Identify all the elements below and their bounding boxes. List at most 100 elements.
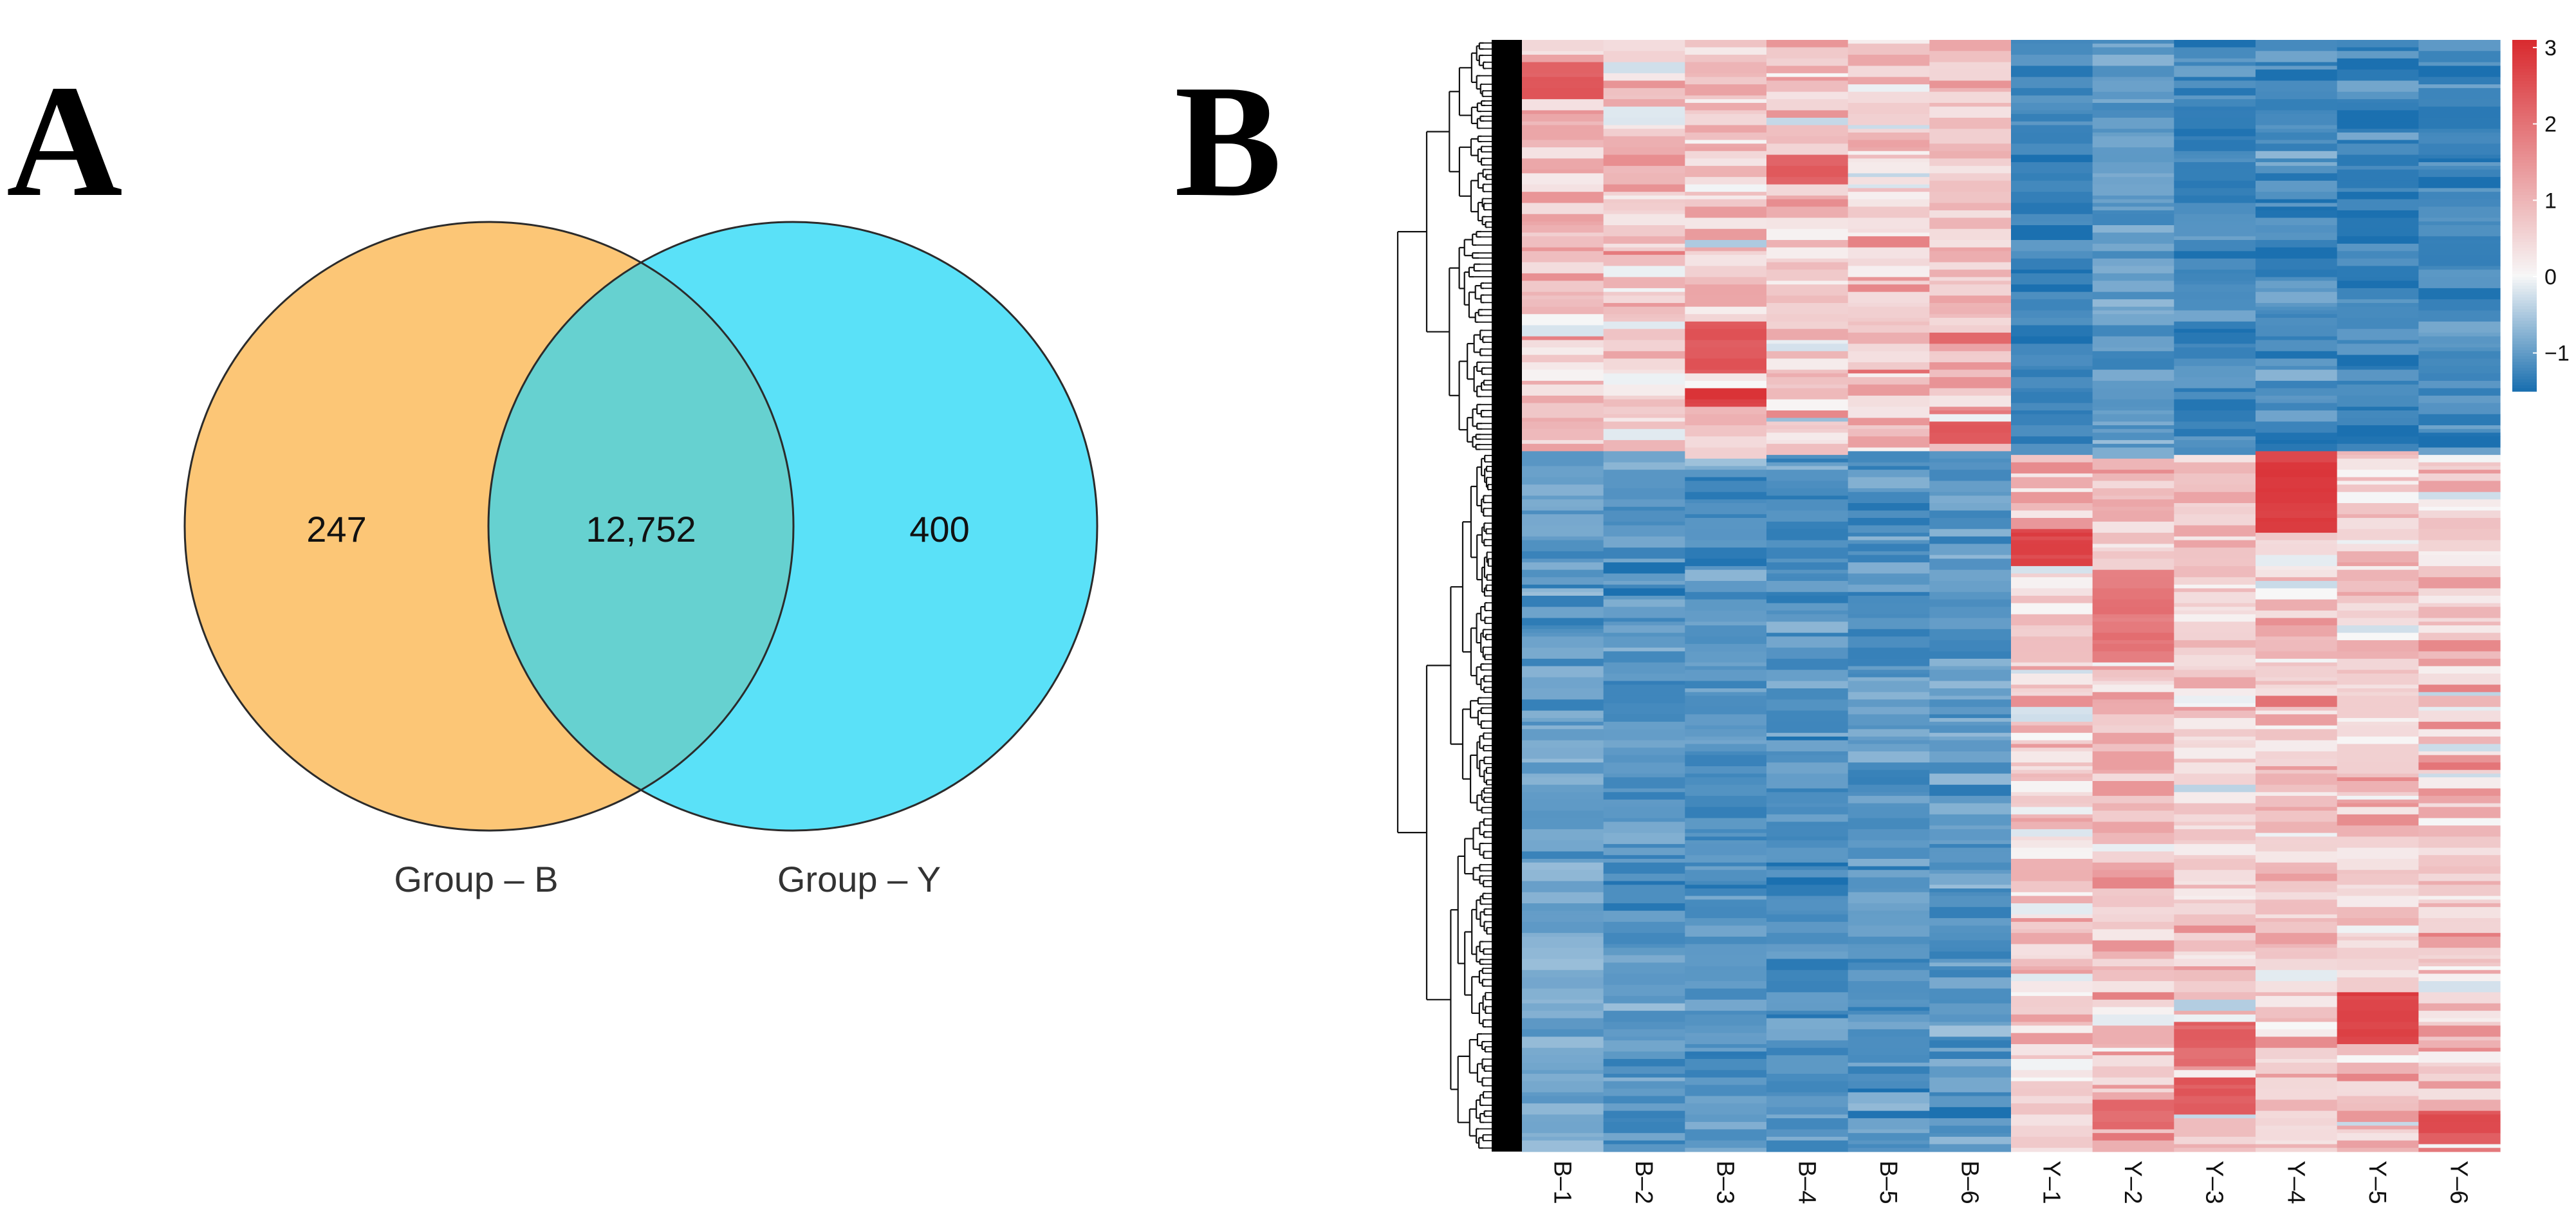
heatmap-cell (2256, 759, 2338, 767)
heatmap-cell (1522, 1055, 1604, 1063)
heatmap-cell (1685, 751, 1767, 756)
heatmap-cell (1929, 558, 2012, 571)
heatmap-cell (2418, 518, 2501, 529)
heatmap-cell (1848, 503, 1930, 511)
color-scale-swatch (2512, 271, 2537, 275)
heatmap-cell (2418, 551, 2501, 556)
heatmap-cell (1929, 210, 2012, 219)
heatmap-cell (2011, 881, 2093, 893)
heatmap-cell (1522, 862, 1604, 870)
heatmap-cell (2174, 506, 2256, 515)
heatmap-cell (1603, 685, 1685, 697)
heatmap-cell (2418, 470, 2501, 474)
color-scale-tick-label: −1 (2544, 342, 2570, 366)
heatmap-cell (1766, 280, 1849, 285)
heatmap-cell (2337, 58, 2419, 70)
heatmap-cell (2337, 503, 2419, 515)
heatmap-cell (2337, 1129, 2419, 1134)
color-scale-swatch (2512, 46, 2537, 50)
heatmap-cell (2011, 1089, 2093, 1097)
heatmap-cell (1848, 232, 1930, 237)
heatmap-cell (2174, 77, 2256, 81)
heatmap-cell (1522, 562, 1604, 571)
heatmap-cell (2337, 1029, 2419, 1038)
heatmap-cell (1766, 440, 1849, 445)
heatmap-cell (1685, 325, 1767, 329)
heatmap-cell (1522, 451, 1604, 459)
heatmap-cell (1603, 762, 1685, 775)
heatmap-cell (2256, 225, 2338, 234)
heatmap-cell (2092, 951, 2174, 960)
color-scale-swatch (2512, 186, 2537, 190)
heatmap-cell (1848, 629, 1930, 637)
heatmap-cell (2011, 121, 2093, 126)
heatmap-cell (2092, 959, 2174, 967)
heatmap-cell (2011, 133, 2093, 144)
heatmap-cell (2174, 236, 2256, 241)
heatmap-cell (2174, 377, 2256, 389)
heatmap-cell (1929, 247, 2012, 252)
heatmap-cell (2418, 566, 2501, 578)
heatmap-cell (2174, 870, 2256, 882)
heatmap-cell (1929, 151, 2012, 159)
heatmap-cell (2174, 814, 2256, 822)
heatmap-cell (2337, 618, 2419, 626)
heatmap-cell (2092, 1092, 2174, 1100)
heatmap-cell (1522, 870, 1604, 882)
heatmap-cell (1685, 407, 1767, 411)
heatmap-cell (1603, 295, 1685, 304)
color-scale-swatch (2512, 107, 2537, 111)
heatmap-cell (1685, 125, 1767, 133)
heatmap-cell (2092, 781, 2174, 789)
heatmap-cell (1929, 666, 2012, 670)
heatmap-cell (2418, 906, 2501, 919)
heatmap-cell (2337, 280, 2419, 289)
heatmap-cell (1929, 470, 2012, 482)
heatmap-cell (1929, 362, 2012, 371)
heatmap-cell (1766, 270, 1849, 281)
heatmap-cell (2092, 388, 2174, 400)
heatmap-cell (1603, 984, 1685, 997)
heatmap-cell (2418, 685, 2501, 693)
heatmap-cell (1848, 870, 1930, 878)
heatmap-cell (2337, 436, 2419, 445)
color-scale-tick-label: 0 (2544, 265, 2557, 290)
heatmap-cell (1848, 1144, 1930, 1148)
heatmap-cell (2256, 492, 2338, 504)
heatmap-cell (1685, 133, 1767, 141)
heatmap-cell (2337, 102, 2419, 111)
heatmap-cell (2256, 866, 2338, 874)
heatmap-cell (1522, 1121, 1604, 1134)
heatmap-cell (2011, 992, 2093, 997)
color-scale-swatch (2512, 274, 2537, 278)
heatmap-cell (2011, 1096, 2093, 1104)
heatmap-cell (1848, 47, 1930, 55)
heatmap-cell (1766, 569, 1849, 575)
color-scale-swatch (2512, 89, 2537, 93)
heatmap-cell (1522, 777, 1604, 786)
heatmap-cell (1929, 599, 2012, 607)
heatmap-cell (2011, 354, 2093, 367)
heatmap-cell (2011, 695, 2093, 708)
heatmap-cell (2418, 99, 2501, 107)
heatmap-cell (1848, 1062, 1930, 1067)
row-dendrogram (1396, 40, 1522, 1152)
heatmap-cell (2256, 1018, 2338, 1022)
heatmap-cell (1848, 673, 1930, 678)
heatmap-cell (1766, 481, 1849, 489)
heatmap-cell (2256, 180, 2338, 192)
heatmap-cell (2337, 592, 2419, 596)
heatmap-cell (2337, 443, 2419, 452)
heatmap-cell (2418, 1051, 2501, 1063)
heatmap-cell (2256, 325, 2338, 337)
heatmap-cell (1603, 499, 1685, 508)
heatmap-cell (2092, 769, 2174, 775)
heatmap-cell (2092, 1066, 2174, 1078)
heatmap-cell (1522, 721, 1604, 726)
heatmap-cell (1685, 295, 1767, 308)
heatmap-cell (1929, 414, 2012, 422)
heatmap-cell (1603, 1133, 1685, 1141)
heatmap-cell (1848, 970, 1930, 982)
heatmap-cell (2256, 232, 2338, 241)
heatmap-cell (2418, 129, 2501, 133)
